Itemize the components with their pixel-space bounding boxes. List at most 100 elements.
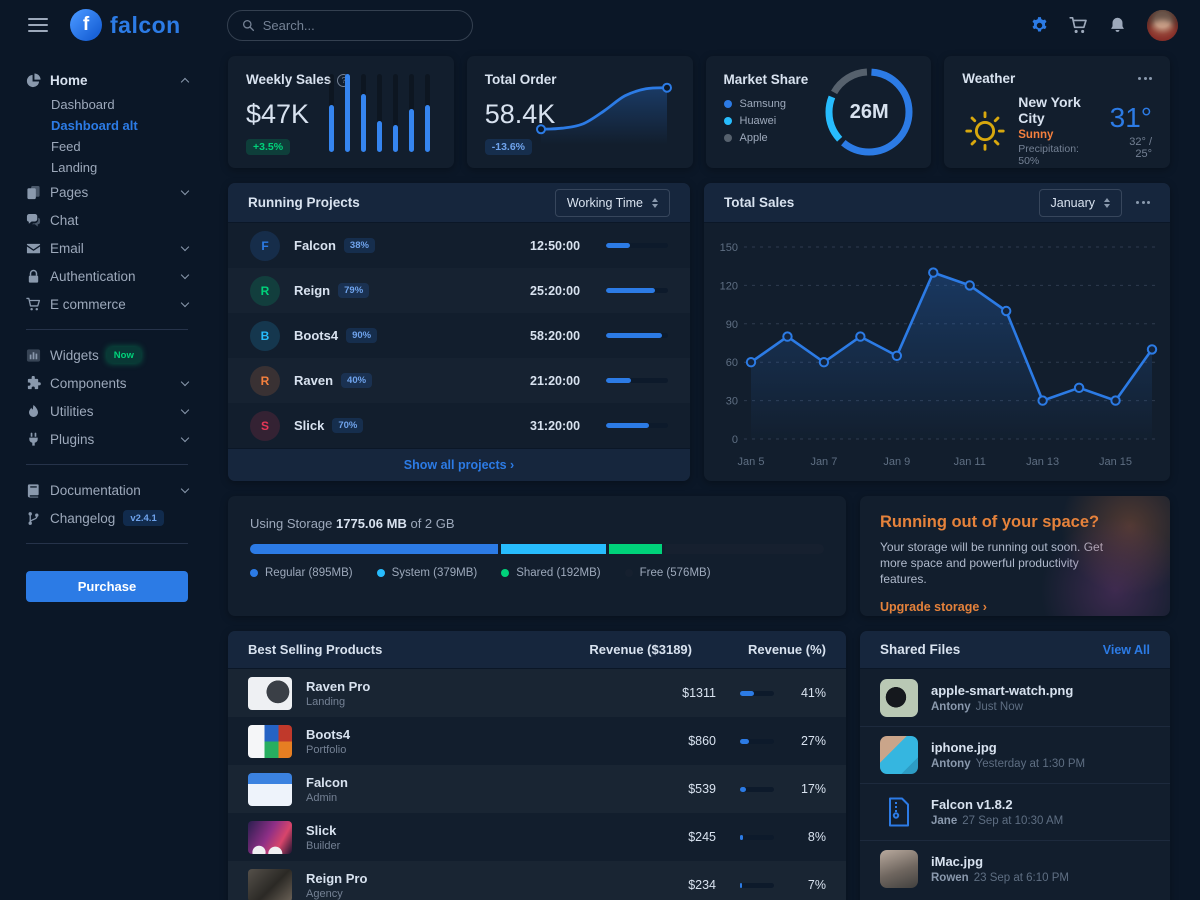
file-meta: Jane 27 Sep at 10:30 AM — [931, 815, 1063, 827]
file-info: iphone.jpg Antony Yesterday at 1:30 PM — [931, 740, 1085, 770]
sidebar-item-widgets[interactable]: Widgets Now — [26, 341, 188, 369]
month-select[interactable]: January — [1038, 188, 1122, 217]
product-thumbnail[interactable] — [248, 868, 292, 900]
project-time: 12:50:00 — [530, 238, 581, 253]
view-all-link[interactable]: View All — [1102, 642, 1150, 657]
file-user-link[interactable]: Rowen — [931, 872, 969, 884]
brand-logo[interactable]: f falcon — [70, 9, 181, 41]
file-name-link[interactable]: iphone.jpg — [931, 740, 997, 755]
settings-gear-icon[interactable] — [1030, 16, 1049, 35]
ellipsis-menu-icon[interactable] — [1136, 197, 1150, 208]
project-percent-badge: 70% — [332, 418, 364, 433]
bar-fill — [344, 74, 350, 152]
chevron-down-icon — [180, 242, 190, 252]
sidebar-item-e-commerce[interactable]: E commerce — [26, 290, 190, 318]
svg-text:Jan 9: Jan 9 — [883, 456, 910, 468]
weather-city: New York City — [1018, 94, 1081, 126]
sidebar-item-documentation[interactable]: Documentation — [26, 476, 190, 504]
products-table-body: Raven Pro Landing $1311 41% Boots4 Portfolio $… — [228, 669, 846, 900]
file-time: Yesterday at 1:30 PM — [975, 758, 1086, 770]
poll-icon — [26, 348, 50, 363]
legend-item-regular: Regular (895MB) — [250, 567, 353, 579]
project-name-link[interactable]: Raven — [294, 373, 334, 388]
legend-dot — [250, 569, 258, 577]
product-name-link[interactable]: Reign Pro — [306, 870, 368, 886]
sidebar-item-utilities[interactable]: Utilities — [26, 397, 190, 425]
purchase-button[interactable]: Purchase — [26, 571, 188, 602]
file-thumbnail[interactable] — [880, 850, 918, 888]
file-user-link[interactable]: Jane — [931, 815, 958, 827]
file-thumbnail[interactable] — [880, 736, 918, 774]
products-title: Best Selling Products — [248, 642, 383, 657]
legend-item-system: System (379MB) — [376, 567, 477, 579]
product-category: Agency — [306, 887, 343, 900]
legend-item-apple: Apple — [723, 132, 914, 144]
ellipsis-menu-icon[interactable] — [1138, 73, 1152, 84]
file-name-link[interactable]: iMac.jpg — [931, 854, 984, 869]
sidebar-item-changelog[interactable]: Changelog v2.4.1 — [26, 504, 188, 532]
product-name-link[interactable]: Boots4 — [306, 726, 351, 742]
product-name-link[interactable]: Slick — [306, 822, 337, 838]
legend-dot — [723, 117, 732, 125]
show-all-projects-link[interactable]: Show all projects › — [228, 448, 690, 481]
file-user-link[interactable]: Antony — [931, 700, 971, 713]
sidebar-item-landing[interactable]: Landing — [51, 160, 98, 175]
product-thumbnail[interactable] — [248, 724, 292, 758]
product-info: Falcon Admin — [306, 775, 606, 804]
working-time-select[interactable]: Working Time — [554, 188, 670, 217]
weekly-sales-card: Weekly Sales? $47K +3.5% — [228, 56, 454, 168]
sidebar-item-email[interactable]: Email — [26, 234, 190, 262]
file-user-link[interactable]: Antony — [931, 758, 971, 770]
info-icon[interactable]: ? — [337, 73, 351, 87]
weather-temp: 31° — [1109, 101, 1152, 133]
sidebar-item-feed[interactable]: Feed — [51, 139, 81, 154]
select-caret-icon — [652, 197, 658, 208]
card-title: Market Share — [723, 72, 809, 87]
file-thumbnail[interactable] — [880, 678, 918, 717]
product-thumbnail[interactable] — [248, 676, 292, 710]
file-name-link[interactable]: Falcon v1.8.2 — [931, 797, 1013, 812]
project-name-link[interactable]: Falcon — [294, 238, 336, 253]
running-projects-card: Running Projects Working Time F Falcon 38%… — [228, 183, 690, 481]
shared-files-list: apple-smart-watch.png Antony Just Now iphon… — [860, 669, 1170, 897]
product-name-link[interactable]: Falcon — [306, 774, 348, 790]
product-revenue: $1311 — [682, 686, 716, 700]
storage-legend: Regular (895MB) System (379MB) Shared (192… — [250, 567, 824, 579]
legend-label: Samsung — [739, 98, 786, 110]
product-row-slick: Slick Builder $245 8% — [228, 813, 846, 861]
sidebar-item-pages[interactable]: Pages — [26, 178, 190, 206]
upgrade-storage-link[interactable]: Upgrade storage › — [880, 599, 987, 614]
total-sales-line-chart: 0 30 60 90 120 150 Jan 5 Jan 7 Jan 9 Jan 11 Jan 13… — [704, 223, 1170, 482]
legend-label: Huawei — [739, 115, 777, 127]
product-name-link[interactable]: Raven Pro — [306, 678, 371, 694]
sidebar-item-dashboard-alt[interactable]: Dashboard alt — [51, 118, 138, 133]
shared-files-card: Shared Files View All apple-smart-watch.… — [860, 631, 1170, 900]
sidebar-item-dashboard[interactable]: Dashboard — [51, 97, 115, 112]
menu-toggle-icon[interactable] — [28, 18, 48, 32]
project-name-link[interactable]: Slick — [294, 418, 325, 433]
sidebar-item-components[interactable]: Components — [26, 369, 190, 397]
product-thumbnail[interactable] — [248, 820, 292, 854]
cart-icon[interactable] — [1069, 16, 1088, 35]
notifications-bell-icon[interactable] — [1108, 16, 1127, 35]
file-name-link[interactable]: apple-smart-watch.png — [931, 682, 1074, 698]
user-avatar[interactable] — [1147, 9, 1178, 41]
bar-track — [408, 74, 414, 152]
chevron-down-icon — [180, 377, 190, 387]
product-info: Reign Pro Agency — [306, 871, 606, 900]
search-input[interactable]: Search... — [226, 9, 473, 41]
project-name-link[interactable]: Reign — [294, 283, 331, 298]
product-row-boots4: Boots4 Portfolio $860 27% — [228, 717, 846, 765]
weather-precipitation: Precipitation: 50% — [1018, 143, 1079, 167]
sidebar-item-authentication[interactable]: Authentication — [26, 262, 190, 290]
sidebar-item-chat[interactable]: Chat — [26, 206, 188, 234]
project-name-link[interactable]: Boots4 — [294, 328, 339, 343]
stats-row: Weekly Sales? $47K +3.5% Total Order 58.… — [228, 56, 1170, 168]
sidebar-item-home[interactable]: Home — [26, 66, 190, 94]
zip-file-icon[interactable] — [880, 793, 918, 831]
card-title: Weekly Sales — [246, 72, 332, 87]
legend-item-huawei: Huawei — [723, 115, 914, 127]
sidebar-item-plugins[interactable]: Plugins — [26, 425, 190, 453]
file-time: 23 Sep at 6:10 PM — [973, 872, 1069, 884]
product-thumbnail[interactable] — [248, 772, 292, 806]
